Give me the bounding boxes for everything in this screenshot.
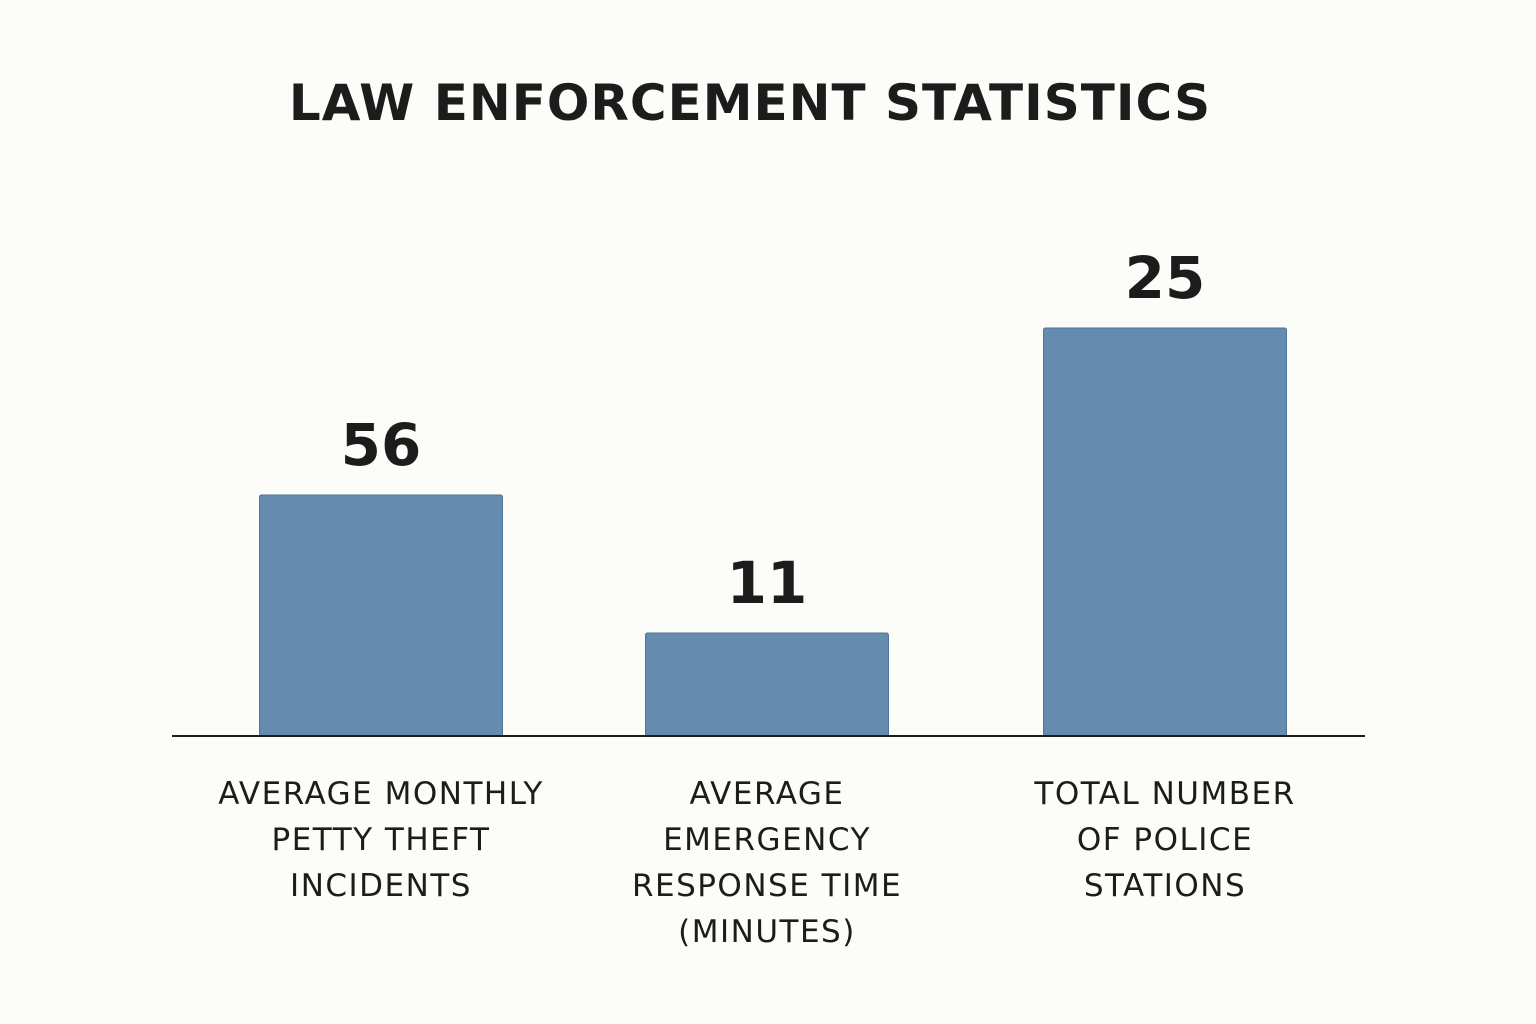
category-label-line: INCIDENTS <box>290 868 472 904</box>
category-label-line: PETTY THEFT <box>271 822 491 858</box>
category-label-line: RESPONSE TIME <box>631 868 903 904</box>
bar-1 <box>259 494 503 737</box>
chart-title: LAW ENFORCEMENT STATISTICS <box>288 74 1212 132</box>
category-label-3: TOTAL NUMBER OF POLICE STATIONS <box>975 771 1355 909</box>
category-label-line: AVERAGE MONTHLY <box>218 776 544 812</box>
category-label-line: (MINUTES) <box>678 914 856 950</box>
data-label-1: 56 <box>341 411 422 479</box>
category-label-line: EMERGENCY <box>663 822 871 858</box>
bar-3 <box>1043 327 1287 737</box>
category-label-line: TOTAL NUMBER <box>1034 776 1296 812</box>
bar-2 <box>645 632 889 737</box>
category-label-line: OF POLICE <box>1076 822 1254 858</box>
category-label-1: AVERAGE MONTHLY PETTY THEFT INCIDENTS <box>191 771 571 909</box>
category-label-line: STATIONS <box>1083 868 1247 904</box>
category-label-line: AVERAGE <box>689 776 845 812</box>
data-label-2: 11 <box>727 549 808 617</box>
data-label-3: 25 <box>1125 244 1206 312</box>
category-label-2: AVERAGE EMERGENCY RESPONSE TIME (MINUTES) <box>577 771 957 955</box>
